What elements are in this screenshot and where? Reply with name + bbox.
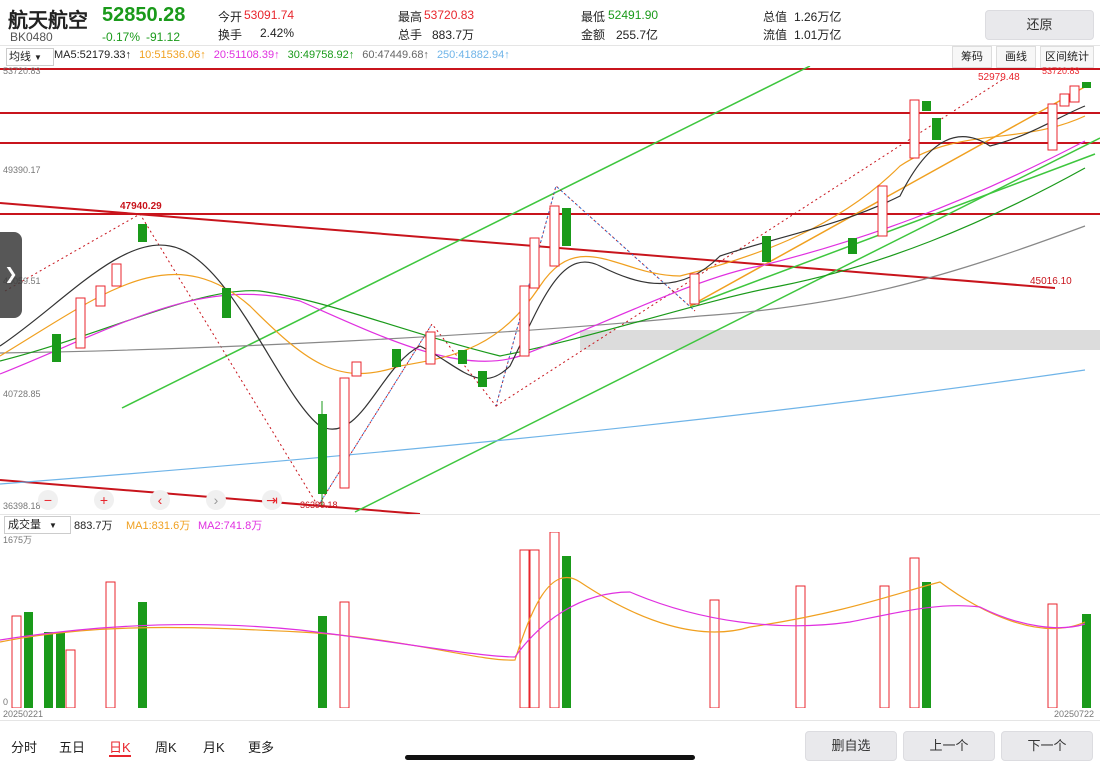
volume-bars: [11, 532, 1091, 708]
price-axis-p3: 40728.85: [3, 389, 41, 399]
annotation-top-right: 53720.83: [1042, 66, 1080, 76]
date-end: 20250722: [1054, 709, 1095, 719]
change-pct: -0.17%: [102, 30, 141, 44]
remove-watchlist-button[interactable]: 删自选: [805, 731, 897, 761]
chips-button[interactable]: 筹码: [952, 46, 992, 68]
annotation-trendline: 45016.10: [1030, 276, 1072, 287]
low-label: 最低: [581, 10, 606, 24]
volume-zero-label: 0: [3, 697, 9, 707]
kline-chart[interactable]: [0, 66, 1100, 514]
amount-label: 金额: [581, 28, 606, 42]
next-stock-button[interactable]: 下一个: [1001, 731, 1093, 761]
prev-stock-button[interactable]: 上一个: [903, 731, 995, 761]
annotation-low: 36399.18: [300, 500, 338, 510]
volume-selector[interactable]: 成交量 ▼: [4, 516, 71, 534]
zoom-out-icon[interactable]: −: [38, 490, 58, 510]
expand-handle[interactable]: ❯: [0, 232, 22, 318]
zoom-in-icon[interactable]: +: [94, 490, 114, 510]
ma10-value: 10:51536.06↑: [139, 49, 206, 61]
ma250-value: 250:41882.94↑: [436, 49, 510, 61]
date-start: 20250221: [3, 709, 44, 719]
ma-selector[interactable]: 均线 ▼: [6, 48, 54, 66]
draw-line-button[interactable]: 画线: [996, 46, 1036, 68]
low-value: 52491.90: [608, 8, 659, 22]
open-label: 今开: [218, 10, 243, 24]
total-mv-label: 总值: [763, 10, 788, 24]
stock-code: BK0480: [10, 30, 53, 44]
high-label: 最高: [398, 10, 423, 24]
tab-five-day[interactable]: 五日: [59, 740, 86, 755]
volume-ma2: MA2:741.8万: [198, 520, 263, 532]
home-indicator: [405, 755, 695, 760]
volume-chart[interactable]: [0, 532, 1100, 708]
scroll-left-icon[interactable]: ‹: [150, 490, 170, 510]
ma60-value: 60:47449.68↑: [362, 49, 429, 61]
zoom-controls: − + ‹ › ⇥: [38, 490, 282, 510]
volume-value: 883.7万: [432, 28, 475, 42]
tab-daily-k[interactable]: 日K: [109, 740, 131, 755]
interval-stats-button[interactable]: 区间统计: [1040, 46, 1094, 68]
float-mv-value: 1.01万亿: [794, 28, 842, 42]
volume-max-label: 1675万: [3, 535, 33, 545]
high-value: 53720.83: [424, 8, 475, 22]
ma20-value: 20:51108.39↑: [213, 49, 280, 61]
price-axis-bottom: 36398.18: [3, 501, 41, 511]
volume-label: 总手: [398, 28, 423, 42]
change-value: -91.12: [146, 30, 181, 44]
tab-intraday[interactable]: 分时: [11, 740, 38, 755]
tab-more[interactable]: 更多: [248, 740, 275, 755]
tab-monthly-k[interactable]: 月K: [203, 740, 225, 755]
dropdown-icon: ▼: [34, 53, 42, 62]
jump-end-icon[interactable]: ⇥: [262, 490, 282, 510]
tab-weekly-k[interactable]: 周K: [155, 740, 177, 755]
ma-values: MA5:52179.33↑ 10:51536.06↑ 20:51108.39↑ …: [54, 49, 518, 61]
float-mv-label: 流值: [763, 28, 788, 42]
chevron-right-icon: ❯: [4, 266, 18, 283]
volume-ma1: MA1:831.6万: [126, 520, 191, 532]
volume-current: 883.7万: [74, 520, 113, 532]
ma5-value: MA5:52179.33↑: [54, 49, 132, 61]
amount-value: 255.7亿: [616, 28, 659, 42]
dropdown-icon: ▼: [49, 521, 57, 530]
ma30-value: 30:49758.92↑: [287, 49, 355, 61]
annotation-high-peak: 52979.48: [978, 72, 1020, 83]
annotation-left-peak: 47940.29: [120, 201, 162, 212]
stock-name: 航天航空: [8, 10, 88, 32]
total-mv-value: 1.26万亿: [794, 10, 842, 24]
turnover-value: 2.42%: [260, 26, 295, 40]
open-value: 53091.74: [244, 8, 295, 22]
price-axis-top: 53720.83: [3, 66, 41, 76]
candlesticks: [52, 82, 1091, 506]
restore-button[interactable]: 还原: [985, 10, 1094, 40]
stock-price: 52850.28: [102, 4, 186, 26]
tab-active-indicator: [109, 755, 131, 757]
scroll-right-icon[interactable]: ›: [206, 490, 226, 510]
price-axis-p1: 49390.17: [3, 165, 41, 175]
turnover-label: 换手: [218, 28, 243, 42]
